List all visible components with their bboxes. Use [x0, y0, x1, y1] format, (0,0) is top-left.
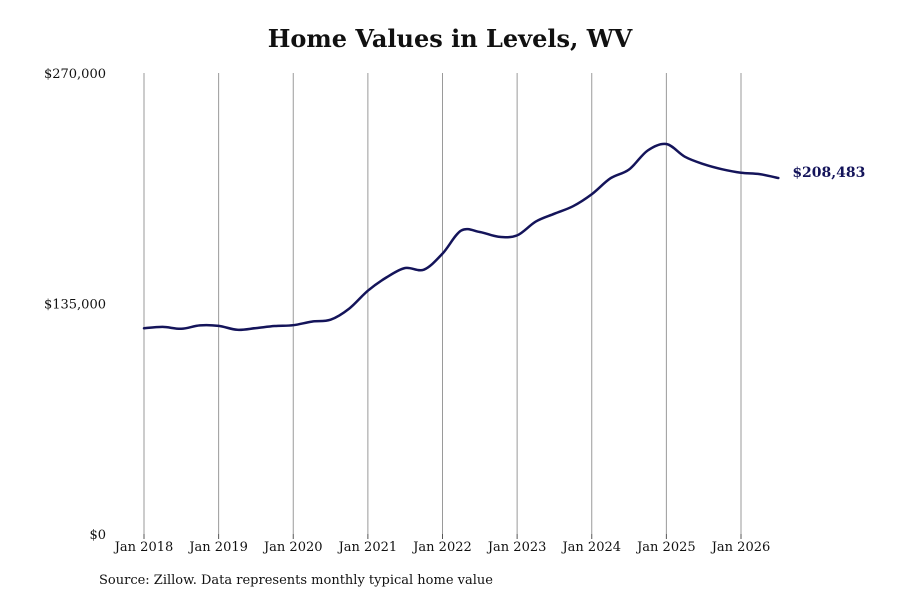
x-tick-label: Jan 2026 — [710, 540, 771, 555]
source-note: Source: Zillow. Data represents monthly … — [99, 573, 493, 588]
x-axis-ticks: Jan 2018 Jan 2019 Jan 2020 Jan 2021 Jan 2022… — [113, 534, 771, 555]
x-tick-label: Jan 2021 — [337, 540, 398, 555]
y-tick-label: $135,000 — [44, 298, 106, 313]
x-tick-label: Jan 2020 — [262, 540, 323, 555]
vertical-gridlines — [143, 73, 742, 534]
label-layer: $208,483 — [792, 165, 865, 181]
series-layer — [142, 142, 780, 332]
y-tick-label: $270,000 — [44, 67, 106, 82]
x-tick-label: Jan 2023 — [486, 540, 547, 555]
x-tick-label: Jan 2025 — [635, 540, 696, 555]
end-value-label: $208,483 — [792, 165, 865, 181]
x-tick-label: Jan 2018 — [113, 540, 174, 555]
x-tick-label: Jan 2024 — [560, 540, 621, 555]
y-axis-ticks: $0 $135,000 $270,000 — [44, 67, 106, 543]
x-tick-label: Jan 2019 — [187, 540, 248, 555]
chart-title: Home Values in Levels, WV — [267, 24, 633, 53]
x-tick-label: Jan 2022 — [411, 540, 472, 555]
series-line — [142, 142, 780, 332]
y-tick-label: $0 — [89, 528, 106, 543]
